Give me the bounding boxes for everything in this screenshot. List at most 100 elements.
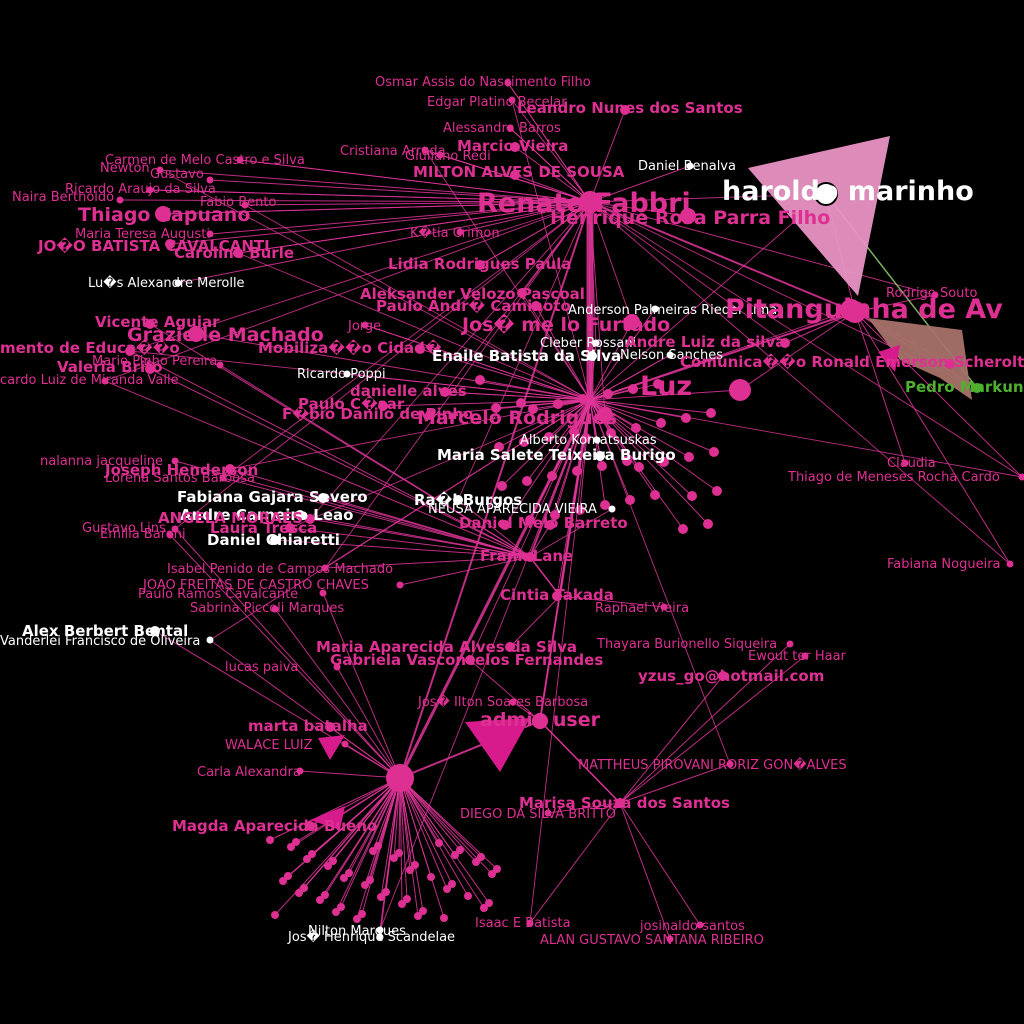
- node-dot-sabrina-piccoli-marques[interactable]: [271, 605, 279, 613]
- node-dot-jos-ilton-soares-barbosa[interactable]: [509, 698, 517, 706]
- node-dot-thiago-capuano[interactable]: [155, 206, 171, 222]
- node-dot-jos-me-lo-furtado[interactable]: [624, 314, 640, 330]
- node-dot-maria-teresa-augusti[interactable]: [206, 230, 214, 238]
- node-dot-lu-s-alexandre-merolle[interactable]: [174, 279, 182, 287]
- node-dot-marta-batalha[interactable]: [325, 722, 335, 732]
- node-dot-rodrigo-souto[interactable]: [931, 291, 939, 299]
- node-dot-vicente-aguiar[interactable]: [145, 319, 155, 329]
- node-dot-daniel-benalva[interactable]: [686, 162, 694, 170]
- node-dot-danielle-alves[interactable]: [440, 387, 450, 397]
- node-dot-alex-berbert-bental[interactable]: [150, 626, 160, 636]
- node-dot-marcio-vieira[interactable]: [510, 142, 520, 152]
- node-dot-cardo-luiz-de-miranda-valle[interactable]: [101, 377, 109, 385]
- node-dot-jo-o-batista-cavalcanti[interactable]: [165, 239, 175, 249]
- hub-node-dot[interactable]: [386, 764, 414, 792]
- node-dot-isabel-penido-de-campos-machado[interactable]: [321, 564, 329, 572]
- node-dot-joseph-henderson[interactable]: [225, 464, 235, 474]
- node-dot-daniel-melo-barreto[interactable]: [545, 520, 555, 530]
- node-dot-maria-aparecida-alves-da-silva[interactable]: [505, 642, 515, 652]
- node-dot-alessandra-barros[interactable]: [506, 124, 514, 132]
- node-dot-lidia-rodrigues-paula[interactable]: [475, 260, 485, 270]
- node-dot-fabiana-nogueira[interactable]: [1006, 560, 1014, 568]
- node-dot-leandro-nunes-dos-santos[interactable]: [620, 105, 630, 115]
- node-dot-lucas-paiva[interactable]: [333, 663, 341, 671]
- node-dot-emilia-baroni[interactable]: [166, 531, 174, 539]
- node-dot-ricardo-araujo-da-silva[interactable]: [146, 186, 154, 194]
- node-dot-diego-da-silva-britto[interactable]: [544, 809, 552, 817]
- node-dot-frank-lane[interactable]: [525, 552, 535, 562]
- node-dot-joao-freitas-de-castro-chaves[interactable]: [396, 581, 404, 589]
- node-dot-grazielle-machado[interactable]: [188, 326, 204, 342]
- node-dot-neusa-aparecida-vieira[interactable]: [608, 505, 616, 513]
- node-dot-enaile-batista-da-silva[interactable]: [587, 351, 597, 361]
- node-dot-paulo-c-sar[interactable]: [378, 401, 388, 411]
- node-dot-marcelo-rodrigues[interactable]: [597, 407, 613, 423]
- node-dot-carmen-de-melo-castro-e-silva[interactable]: [236, 156, 244, 164]
- node-dot-milton-alves-de-sousa[interactable]: [510, 170, 520, 180]
- node-dot-gustavo-lins[interactable]: [171, 525, 179, 533]
- hub-node-dot[interactable]: [532, 713, 548, 729]
- node-dot-vanderlei-francisco-de-oliveira[interactable]: [206, 636, 214, 644]
- node-dot-cleber-rossani[interactable]: [592, 339, 600, 347]
- node-dot-andre-luiz-da-silva[interactable]: [780, 338, 790, 348]
- node-dot-ewout-ter-haar[interactable]: [801, 652, 809, 660]
- node-dot-cintia-takada[interactable]: [552, 591, 562, 601]
- node-dot-anderson-palmeiras-riedel-lima[interactable]: [651, 305, 659, 313]
- node-dot-osmar-assis-do-nascimento-filho[interactable]: [504, 79, 512, 87]
- node-dot-k-tia-crimon[interactable]: [456, 228, 464, 236]
- node-dot-thayara-burionello-siqueira[interactable]: [786, 640, 794, 648]
- node-dot-maria-salete-teixeira-burigo[interactable]: [595, 451, 605, 461]
- node-dot-claudia[interactable]: [901, 459, 909, 467]
- node-dot-haroldo-marinho[interactable]: [814, 182, 838, 206]
- node-dot-ra-l-burgos[interactable]: [453, 495, 463, 505]
- hub-node-dot[interactable]: [579, 191, 601, 213]
- node-dot-isaac-e-batista[interactable]: [526, 919, 534, 927]
- node-dot-luz[interactable]: [729, 379, 751, 401]
- node-dot-marisa-souza-dos-santos[interactable]: [615, 798, 625, 808]
- node-dot-cristiana-arruda[interactable]: [421, 146, 429, 154]
- node-dot-aleksander-velozo-pascoal[interactable]: [517, 288, 527, 298]
- hub-node-dot[interactable]: [844, 301, 866, 323]
- node-dot-daniel-chiaretti[interactable]: [270, 535, 280, 545]
- node-dot-jos-henrique-scandelae[interactable]: [376, 933, 384, 941]
- node-dot-f-bio-danilo-de-pinho[interactable]: [425, 410, 435, 420]
- node-dot-valeria-brito[interactable]: [145, 364, 155, 374]
- node-dot-thiago-de-meneses-rocha-cardo[interactable]: [1018, 473, 1024, 481]
- node-dot-nalanna-jacqueline[interactable]: [171, 457, 179, 465]
- node-dot-naira-bertholdo[interactable]: [116, 196, 124, 204]
- node-dot-alberto-komatsuskas[interactable]: [593, 436, 601, 444]
- node-dot-angela-moraes[interactable]: [305, 514, 315, 524]
- node-dot-mobiliza-o-cidad[interactable]: [415, 344, 425, 354]
- node-dot-caroline-burle[interactable]: [233, 248, 243, 258]
- node-dot-ricardo-poppi[interactable]: [343, 370, 351, 378]
- node-dot-mattheus-pirovani-roriz-gon-alves[interactable]: [726, 760, 734, 768]
- node-dot-magda-aparecida-bueno[interactable]: [305, 821, 315, 831]
- node-dot-lorena-santos-barbosa[interactable]: [219, 474, 227, 482]
- node-dot-fabiana-gajara-severo[interactable]: [318, 493, 328, 503]
- node-dot-nelson-sanches[interactable]: [666, 351, 674, 359]
- node-dot-mario-pinho-pereira[interactable]: [216, 361, 224, 369]
- node-dot-gustavo[interactable]: [206, 176, 214, 184]
- graph-node-dot: [528, 404, 538, 414]
- node-dot-yzus-go-hotmail-com[interactable]: [718, 671, 728, 681]
- node-dot-henrique-rosa-parra-filho[interactable]: [680, 208, 696, 224]
- node-dot-alan-gustavo-santana-ribeiro[interactable]: [666, 935, 674, 943]
- node-dot-carla-alexandra[interactable]: [296, 767, 304, 775]
- node-dot-nilton-marques[interactable]: [376, 926, 384, 934]
- node-dot-pedro-markun[interactable]: [972, 383, 982, 393]
- node-dot-andre-carneiro-leao[interactable]: [295, 510, 305, 520]
- node-dot-edgar-platino-becelar[interactable]: [508, 96, 516, 104]
- node-dot-paulo-andr-caminoto[interactable]: [531, 301, 541, 311]
- node-dot-mento-de-educa-o[interactable]: [125, 346, 135, 356]
- node-dot-fabio-bento[interactable]: [241, 201, 249, 209]
- node-dot-giuliano-redi[interactable]: [436, 151, 444, 159]
- node-dot-comunica-o-ronald-emerson-scherolt-da-costa[interactable]: [945, 359, 955, 369]
- node-dot-newton[interactable]: [156, 166, 164, 174]
- node-dot-raphael-vieira[interactable]: [660, 603, 668, 611]
- node-dot-walace-luiz[interactable]: [341, 740, 349, 748]
- node-dot-jorge[interactable]: [361, 321, 369, 329]
- node-dot-josinaldo-santos[interactable]: [696, 921, 704, 929]
- node-dot-paulo-ramos-cavalcante[interactable]: [319, 589, 327, 597]
- node-dot-laura-tresca[interactable]: [285, 523, 295, 533]
- node-dot-gabriela-vasconcelos-fernandes[interactable]: [465, 655, 475, 665]
